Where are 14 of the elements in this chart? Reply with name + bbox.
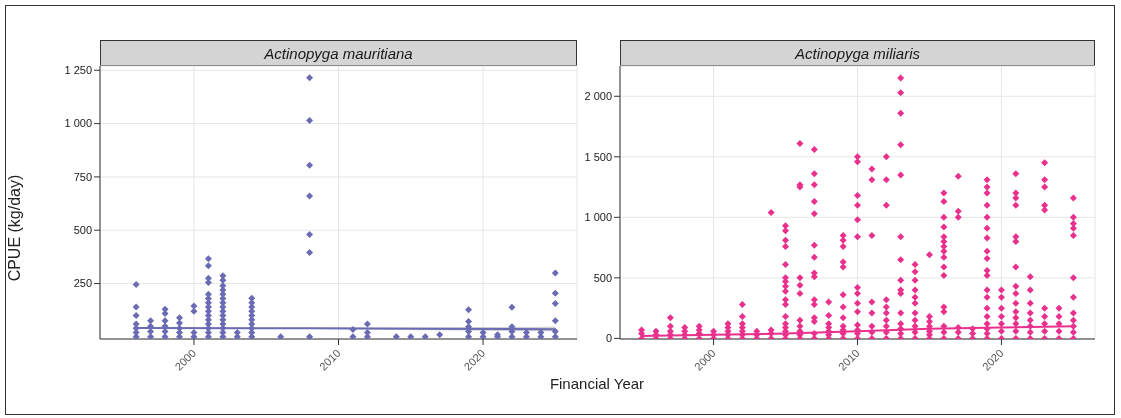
y-tick-label: 2 000 xyxy=(584,90,612,103)
chart-title: Actinopyga miliaris xyxy=(794,44,921,62)
y-tick-label: 0 xyxy=(605,332,612,345)
chart-title: Actinopyga mauritiana xyxy=(264,44,413,62)
y-tick-label: 750 xyxy=(73,170,92,183)
y-tick-label: 1 500 xyxy=(584,150,612,163)
x-axis-title: Financial Year xyxy=(548,375,646,392)
y-tick-label: 500 xyxy=(73,224,92,237)
y-tick-label: 1 000 xyxy=(584,211,612,224)
y-tick-label: 1 250 xyxy=(64,64,92,77)
y-tick-label: 250 xyxy=(73,277,92,290)
y-tick-label: 1 000 xyxy=(64,117,92,130)
y-axis-title: CPUE (kg/day) xyxy=(6,174,24,282)
y-tick-label: 500 xyxy=(593,271,612,284)
